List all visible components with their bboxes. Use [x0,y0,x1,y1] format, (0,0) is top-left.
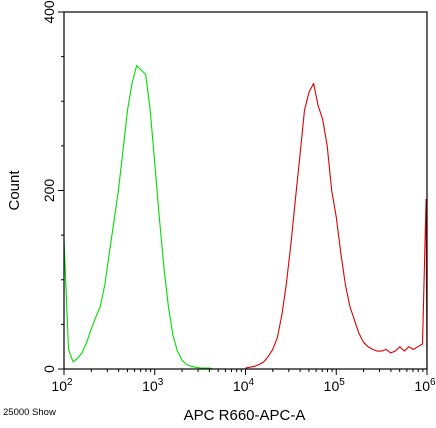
x-tick-label-exponent: 2 [67,377,73,388]
series-layer [63,65,428,370]
x-tick-label: 102 [51,377,73,394]
x-tick-label-exponent: 5 [339,377,345,388]
x-tick-label-base: 10 [142,378,158,394]
x-tick-label: 104 [233,377,255,394]
series-line-1 [63,65,246,370]
y-tick-label: 400 [41,0,57,24]
x-axis-title: APC R660-APC-A [184,407,306,424]
x-tick-label: 106 [414,377,436,394]
x-tick-label-exponent: 3 [158,377,164,388]
x-tick-label-base: 10 [324,378,340,394]
y-axis-title: Count [6,170,23,211]
x-tick-label-base: 10 [233,378,249,394]
x-tick-label-base: 10 [414,378,430,394]
footer-text: 25000 Show [3,407,56,418]
x-tick-label: 105 [324,377,346,394]
series-line-2 [245,82,428,370]
x-tick-label-exponent: 4 [249,377,255,388]
x-tick-label-base: 10 [51,378,67,394]
y-tick-label: 200 [41,179,57,203]
y-tick-label: 0 [41,365,57,373]
x-tick-label-exponent: 6 [430,377,436,388]
x-tick-label: 103 [142,377,164,394]
